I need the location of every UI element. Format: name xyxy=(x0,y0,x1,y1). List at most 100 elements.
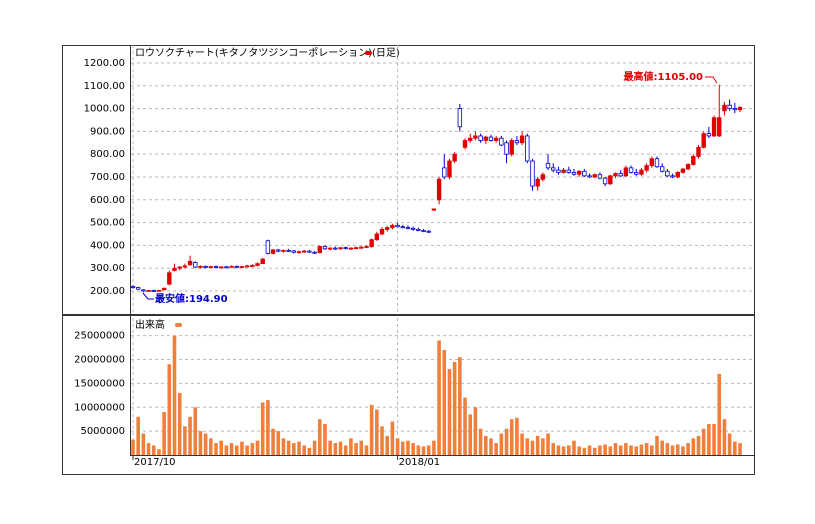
volume-bar xyxy=(369,404,374,455)
volume-bar xyxy=(629,445,633,455)
candle-body xyxy=(711,117,717,137)
candle-body xyxy=(649,158,655,166)
volume-bar xyxy=(473,407,478,455)
candle-body xyxy=(255,263,260,266)
volume-bar xyxy=(297,441,301,455)
volume-bar xyxy=(400,441,405,455)
candle-body xyxy=(436,178,442,201)
candle-body xyxy=(327,247,333,250)
candle-body xyxy=(442,167,447,178)
x-tick-label: 2017/10 xyxy=(134,457,176,468)
candle-body xyxy=(685,164,691,170)
volume-bar xyxy=(276,431,281,455)
y-tick-label: 700.00 xyxy=(90,172,125,183)
candle-body xyxy=(701,133,706,148)
volume-bar xyxy=(489,438,493,455)
legend-marker xyxy=(365,51,372,55)
candle-body xyxy=(198,265,203,268)
volume-bar xyxy=(733,441,737,455)
candle-body xyxy=(488,136,494,141)
volume-bar xyxy=(255,440,260,455)
candle-body xyxy=(452,153,457,162)
volume-bar xyxy=(541,438,545,455)
volume-bar xyxy=(452,361,457,455)
volume-bar xyxy=(328,440,332,455)
candle-body xyxy=(359,246,364,249)
candle-body xyxy=(338,247,343,250)
candle-body xyxy=(535,178,540,187)
candle-body xyxy=(675,172,680,178)
candle-body xyxy=(571,172,577,175)
legend-marker xyxy=(175,323,182,327)
candle-body xyxy=(639,169,644,175)
volume-bar xyxy=(681,446,685,455)
candle-body xyxy=(177,266,182,269)
volume-bar xyxy=(727,433,732,455)
candle-body xyxy=(680,168,686,173)
volume-bar xyxy=(561,446,566,455)
candle-body xyxy=(141,289,146,292)
candle-body xyxy=(582,170,587,177)
candle-body xyxy=(374,233,380,241)
y-tick-label: 15000000 xyxy=(74,378,125,389)
candle-body xyxy=(717,117,722,137)
volume-bar xyxy=(354,443,358,455)
volume-bar xyxy=(437,340,441,455)
candle-body xyxy=(722,104,727,112)
volume-bar xyxy=(701,428,706,455)
candle-body xyxy=(130,286,136,288)
candle-body xyxy=(218,266,224,269)
candle-body xyxy=(592,174,597,178)
candle-body xyxy=(493,137,499,141)
volume-bar xyxy=(219,440,223,455)
volume-bar xyxy=(598,445,602,455)
volume-bar xyxy=(395,438,400,455)
candle-body xyxy=(390,224,395,229)
volume-bar xyxy=(234,445,239,455)
y-tick-label: 900.00 xyxy=(90,126,125,137)
volume-bar xyxy=(157,449,161,455)
candle-body xyxy=(410,227,416,230)
candle-body xyxy=(265,240,271,254)
candle-body xyxy=(587,175,592,178)
candle-body xyxy=(426,230,431,233)
candle-body xyxy=(224,266,229,269)
volume-bar xyxy=(260,402,265,455)
volume-bar xyxy=(551,443,556,455)
volume-bar xyxy=(214,443,218,455)
volume-bar xyxy=(468,414,473,455)
volume-bar xyxy=(209,438,213,455)
volume-bar xyxy=(478,428,483,455)
volume-bar xyxy=(618,445,623,455)
candle-body xyxy=(135,287,141,290)
candle-body xyxy=(161,287,167,291)
candle-body xyxy=(364,246,369,248)
volume-bar xyxy=(691,438,696,455)
candle-body xyxy=(208,266,214,268)
y-tick-label: 1100.00 xyxy=(84,81,125,92)
volume-bar xyxy=(266,400,270,455)
candle-body xyxy=(182,265,188,268)
volume-bar xyxy=(665,443,670,455)
volume-bar xyxy=(323,423,327,455)
candle-body xyxy=(634,172,639,175)
volume-bar xyxy=(634,446,639,455)
volume-bar xyxy=(177,392,182,455)
y-tick-label: 5000000 xyxy=(80,426,125,437)
candle-body xyxy=(281,250,286,252)
candle-body xyxy=(525,135,530,162)
volume-bar xyxy=(224,445,229,455)
volume-bar xyxy=(639,444,644,455)
candle-body xyxy=(602,177,608,185)
candle-body xyxy=(623,167,629,177)
volume-bar xyxy=(738,443,742,455)
volume-bar xyxy=(556,445,561,455)
volume-bar xyxy=(587,445,592,455)
candle-body xyxy=(172,267,177,271)
frame xyxy=(62,45,755,475)
candle-body xyxy=(530,160,535,187)
volume-bar xyxy=(421,446,426,455)
volume-bar xyxy=(136,416,140,455)
volume-bar xyxy=(613,443,618,455)
candle-body xyxy=(307,250,312,253)
